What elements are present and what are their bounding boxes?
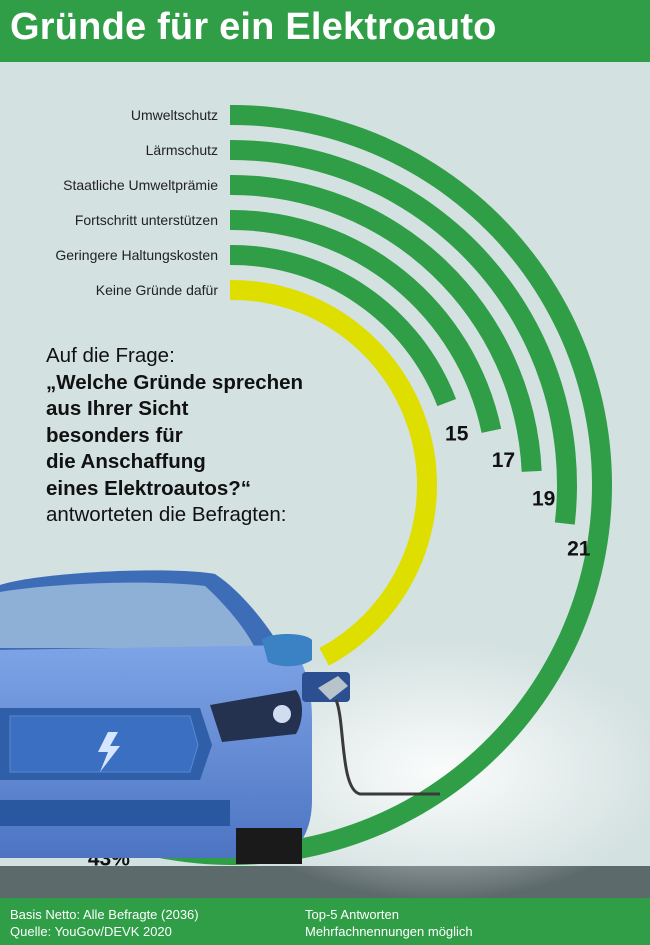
headlight-lens: [273, 705, 291, 723]
value-label: 15: [445, 423, 469, 446]
basis-note: Basis Netto: Alle Befragte (2036): [10, 907, 199, 922]
headlight: [210, 690, 302, 742]
bars-group: [115, 105, 612, 865]
category-label: Keine Gründe dafür: [96, 282, 219, 298]
mirror: [262, 634, 312, 667]
question-line: aus Ihrer Sicht: [46, 397, 189, 420]
lower-grille: [0, 800, 230, 826]
top-answers-note: Top-5 Antworten: [305, 907, 399, 922]
question-line: die Anschaffung: [46, 450, 206, 473]
wheel: [236, 828, 302, 864]
category-label: Geringere Haltungskosten: [55, 247, 218, 263]
question-line: „Welche Gründe sprechen: [46, 370, 304, 394]
question-text: Auf die Frage: „Welche Gründe sprechen a…: [46, 343, 366, 529]
car-illustration: [0, 570, 440, 864]
value-label: 17: [492, 449, 515, 472]
question-line: besonders für: [46, 423, 183, 447]
question-outro: antworteten die Befragten:: [46, 503, 287, 526]
category-label: Staatliche Umweltprämie: [63, 177, 218, 193]
category-label: Umweltschutz: [131, 107, 218, 123]
footer-bar: Basis Netto: Alle Befragte (2036) Quelle…: [0, 898, 650, 945]
value-label: 21: [567, 538, 591, 561]
category-labels-group: Umweltschutz Lärmschutz Staatliche Umweltp…: [55, 107, 218, 298]
header-bar: Gründe für ein Elektroauto: [0, 0, 650, 62]
category-label: Fortschritt unterstützen: [75, 212, 218, 228]
bar-2: [230, 175, 542, 472]
value-label: 19: [532, 487, 555, 510]
source-note: Quelle: YouGov/DEVK 2020: [10, 924, 172, 939]
category-label: Lärmschutz: [146, 142, 218, 158]
charging-plug: [318, 676, 348, 700]
bar-5: [230, 280, 438, 666]
bar-4: [230, 245, 457, 407]
bar-3: [230, 210, 502, 433]
lightning-logo: [98, 732, 120, 772]
windshield: [0, 582, 255, 648]
multiple-answers-note: Mehrfachnennungen möglich: [305, 924, 473, 939]
charging-cable: [334, 699, 440, 796]
question-intro: Auf die Frage:: [46, 344, 175, 367]
page-title: Gründe für ein Elektroauto: [10, 6, 497, 48]
question-line: eines Elektroautos?“: [46, 476, 252, 500]
